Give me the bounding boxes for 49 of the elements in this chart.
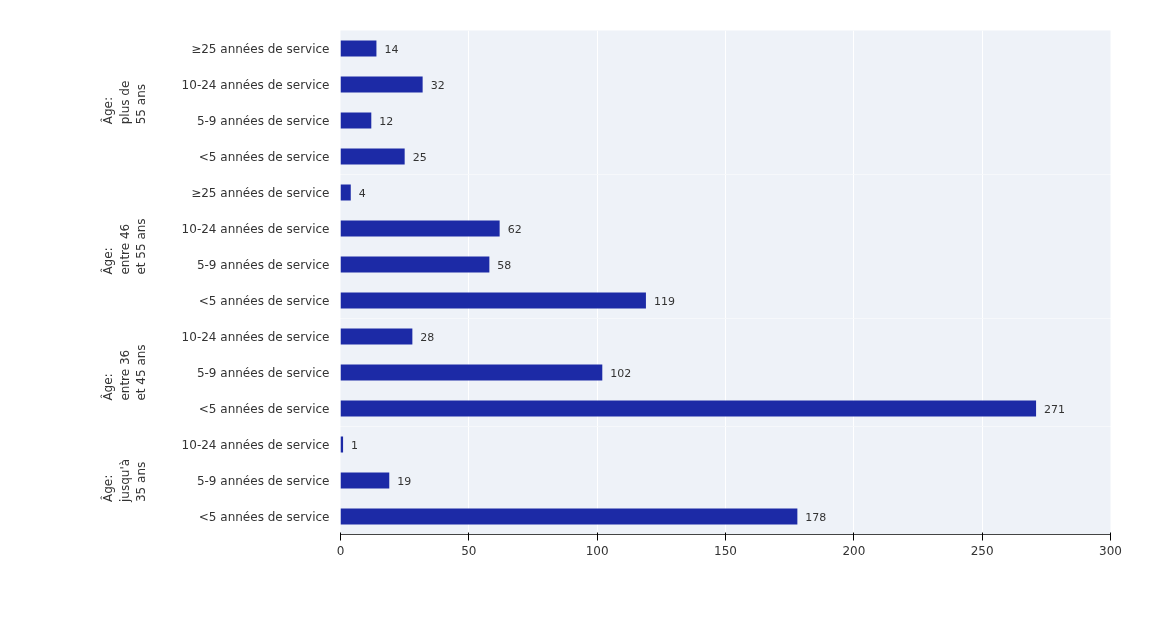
text: Âge: plus de 55 ans	[99, 80, 149, 125]
bar	[340, 472, 390, 489]
y-tick-label: <5 années de service	[198, 401, 330, 416]
data-label: 19	[397, 474, 412, 488]
bar	[340, 292, 646, 309]
text: Âge: entre 46 et 55 ans	[99, 218, 149, 275]
data-label: 28	[420, 330, 435, 344]
data-label: 119	[653, 294, 675, 308]
y-tick-label: 5-9 années de service	[196, 113, 330, 128]
y-tick-label: 5-9 années de service	[196, 257, 330, 272]
data-label: 32	[430, 78, 445, 92]
data-label: 25	[412, 150, 427, 164]
bar	[340, 184, 351, 201]
data-label: 14	[384, 42, 399, 56]
bar	[340, 76, 423, 93]
y-tick-label: ≥25 années de service	[191, 41, 330, 56]
y-tick-label: <5 années de service	[198, 509, 330, 524]
x-tick-label: 200	[842, 543, 866, 558]
data-label: 178	[805, 510, 827, 524]
x-tick-label: 0	[336, 543, 345, 558]
text: Âge: jusqu'à 35 ans	[99, 458, 149, 504]
y-tick-label: 5-9 années de service	[196, 365, 330, 380]
data-label: 58	[497, 258, 512, 272]
y-tick-label: 10-24 années de service	[181, 437, 330, 452]
y-tick-label: ≥25 années de service	[191, 185, 330, 200]
bar	[340, 220, 500, 237]
y-tick-label: 10-24 années de service	[181, 221, 330, 236]
x-tick-label: 150	[714, 543, 737, 558]
data-label: 62	[507, 222, 522, 236]
y-tick-label: 5-9 années de service	[196, 473, 330, 488]
y-tick-label: 10-24 années de service	[181, 329, 330, 344]
x-tick-label: 250	[970, 543, 994, 558]
data-label: 12	[379, 114, 394, 128]
x-tick-label: 300	[1099, 543, 1122, 558]
x-tick-label: 100	[585, 543, 609, 558]
x-tick-label: 50	[461, 543, 477, 558]
bar	[340, 508, 798, 525]
data-label: 102	[610, 366, 632, 380]
y-tick-label: 10-24 années de service	[181, 77, 330, 92]
bar	[340, 112, 372, 129]
data-label: 1	[351, 438, 359, 452]
bar	[340, 148, 405, 165]
bar	[340, 256, 490, 273]
bar	[340, 40, 377, 57]
y-tick-label: <5 années de service	[198, 293, 330, 308]
data-label: 271	[1044, 402, 1066, 416]
data-label: 4	[358, 186, 366, 200]
y-tick-label: <5 années de service	[198, 149, 330, 164]
text: Âge: entre 36 et 45 ans	[99, 344, 149, 401]
